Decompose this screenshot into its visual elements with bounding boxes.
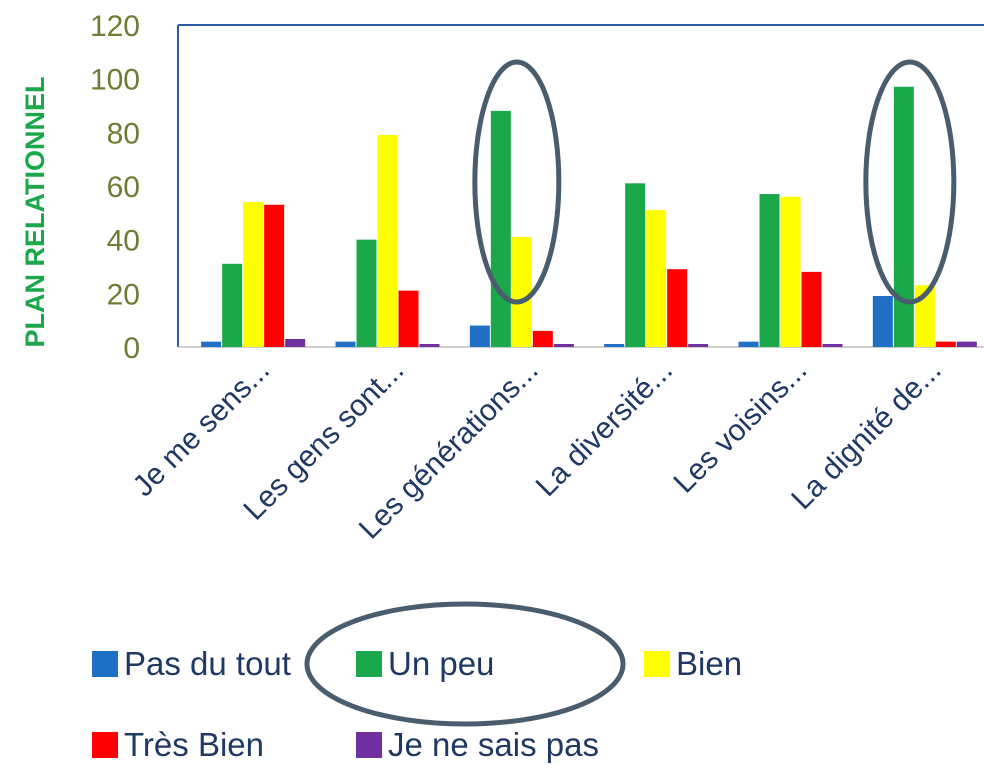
bar xyxy=(377,135,398,347)
bar xyxy=(738,341,759,347)
bar xyxy=(243,202,264,347)
bar xyxy=(822,344,843,347)
bar xyxy=(553,344,574,347)
bar xyxy=(625,183,646,347)
bar xyxy=(469,325,490,347)
bar xyxy=(511,236,532,347)
category-label: Les voisins... xyxy=(667,354,813,500)
bar xyxy=(667,269,688,347)
bar xyxy=(646,210,667,347)
y-tick-label: 0 xyxy=(123,332,140,365)
category-label: Je me sens... xyxy=(127,354,276,503)
highlight-ellipse xyxy=(472,59,562,305)
bar xyxy=(759,194,780,347)
highlight-ellipse xyxy=(863,59,957,305)
bar xyxy=(201,341,222,347)
highlight-annotations xyxy=(304,59,957,727)
legend-label: Pas du tout xyxy=(124,645,291,682)
legend-swatch xyxy=(356,651,382,677)
y-tick-label: 80 xyxy=(107,117,140,150)
category-label: La diversité... xyxy=(530,354,679,503)
bar xyxy=(264,204,285,347)
bar xyxy=(285,338,306,347)
y-tick-label: 60 xyxy=(107,171,140,204)
bar xyxy=(893,86,914,347)
y-tick-label: 100 xyxy=(90,64,140,97)
legend: Pas du tout Un peu Bien Très Bien Je ne sais… xyxy=(92,645,742,763)
y-axis: 0 20 40 60 80 100 120 xyxy=(90,10,140,365)
legend-label: Un peu xyxy=(388,645,494,682)
bar xyxy=(604,344,625,347)
legend-swatch xyxy=(92,651,118,677)
bar xyxy=(490,110,511,347)
legend-swatch xyxy=(644,651,670,677)
plot-frame xyxy=(177,24,984,348)
bar xyxy=(780,196,801,347)
bar xyxy=(688,344,709,347)
bar xyxy=(222,263,243,347)
bar xyxy=(335,341,356,347)
bar xyxy=(956,341,977,347)
x-axis-categories: Je me sens...Les gens sont...Les générat… xyxy=(127,354,948,546)
bar xyxy=(872,296,893,347)
highlight-ellipse xyxy=(304,601,626,727)
bar xyxy=(532,330,553,347)
y-tick-label: 40 xyxy=(107,225,140,258)
bars xyxy=(201,86,977,347)
legend-label: Très Bien xyxy=(124,726,264,763)
legend-swatch xyxy=(356,732,382,758)
legend-swatch xyxy=(92,732,118,758)
y-tick-label: 120 xyxy=(90,10,140,43)
bar xyxy=(419,344,440,347)
legend-label: Je ne sais pas xyxy=(388,726,599,763)
bar xyxy=(801,271,822,347)
bar xyxy=(935,341,956,347)
y-tick-label: 20 xyxy=(107,278,140,311)
bar xyxy=(356,239,377,347)
legend-label: Bien xyxy=(676,645,742,682)
y-axis-label: PLAN RELATIONNEL xyxy=(20,77,50,348)
bar xyxy=(398,290,419,347)
